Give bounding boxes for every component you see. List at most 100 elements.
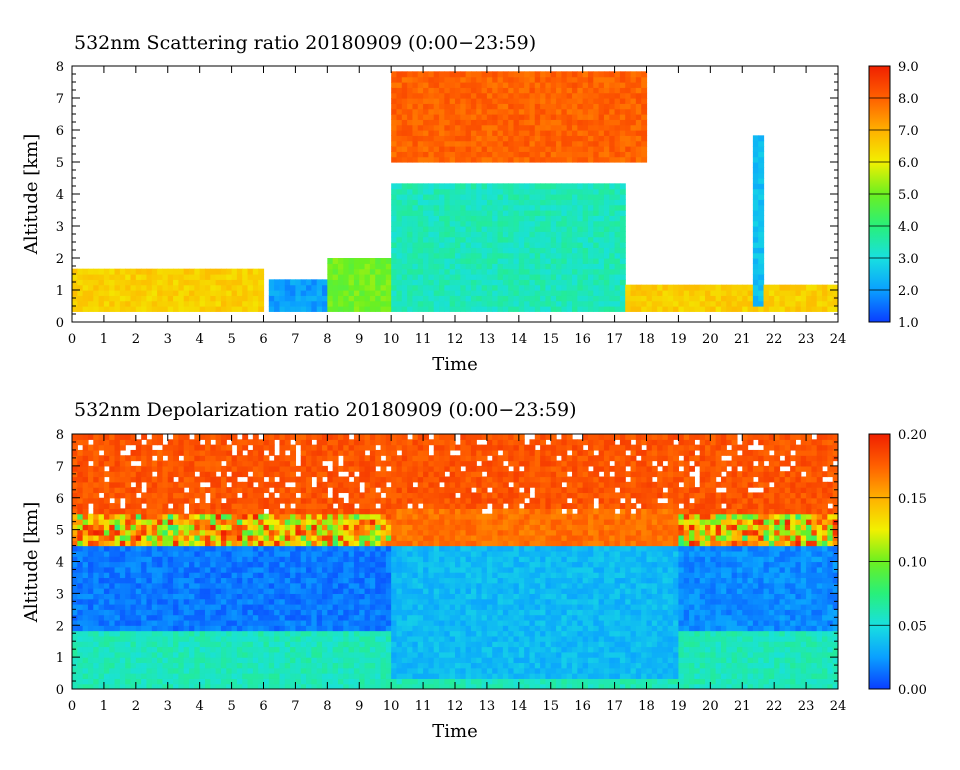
heatmap-cell <box>566 295 573 302</box>
heatmap-cell <box>407 295 414 302</box>
heatmap-cell <box>412 199 419 206</box>
heatmap-cell <box>125 572 132 579</box>
heatmap-cell <box>385 268 392 275</box>
heatmap-cell <box>486 119 493 126</box>
heatmap-cell <box>572 103 578 110</box>
heatmap-cell <box>204 561 211 568</box>
heatmap-cell <box>173 508 179 515</box>
heatmap-cell <box>226 497 233 504</box>
heatmap-cell <box>295 550 302 557</box>
heatmap-cell <box>407 220 414 227</box>
heatmap-cell <box>593 306 600 312</box>
heatmap-cell <box>98 657 105 664</box>
heatmap-cell <box>401 199 408 206</box>
heatmap-cell <box>141 300 148 307</box>
heatmap-cell <box>758 252 765 259</box>
heatmap-cell <box>774 300 781 307</box>
heatmap-cell <box>295 561 302 568</box>
heatmap-cell <box>470 242 477 248</box>
heatmap-cell <box>412 82 419 88</box>
heatmap-cell <box>486 108 493 115</box>
heatmap-cell <box>423 274 430 280</box>
heatmap-cell <box>460 87 467 94</box>
heatmap-cell <box>550 268 557 275</box>
heatmap-cell <box>263 439 270 446</box>
heatmap-cell <box>226 662 233 669</box>
heatmap-cell <box>109 476 116 483</box>
heatmap-cell <box>396 258 403 264</box>
heatmap-cell <box>157 662 164 669</box>
heatmap-cell <box>151 593 158 600</box>
heatmap-cell <box>476 242 483 248</box>
heatmap-cell <box>236 625 243 632</box>
heatmap-cell <box>295 540 302 547</box>
heatmap-cell <box>279 646 286 653</box>
heatmap-cell <box>502 306 509 312</box>
heatmap-cell <box>114 300 121 307</box>
heatmap-cell <box>103 657 110 664</box>
heatmap-cell <box>572 135 578 142</box>
heatmap-cell <box>646 284 653 291</box>
heatmap-cell <box>391 258 398 264</box>
heatmap-cell <box>540 156 547 163</box>
heatmap-cell <box>529 98 536 104</box>
heatmap-cell <box>204 673 211 679</box>
heatmap-cell <box>481 258 488 264</box>
heatmap-cell <box>364 290 371 296</box>
heatmap-cell <box>460 247 467 254</box>
heatmap-cell <box>460 258 467 264</box>
heatmap-cell <box>103 497 110 504</box>
heatmap-cell <box>284 513 291 520</box>
heatmap-cell <box>204 455 211 462</box>
heatmap-cell <box>210 635 217 642</box>
heatmap-cell <box>359 258 366 264</box>
heatmap-cell <box>226 550 233 557</box>
heatmap-cell <box>582 300 589 307</box>
heatmap-cell <box>263 667 270 674</box>
heatmap-cell <box>439 194 445 200</box>
heatmap-cell <box>545 199 552 206</box>
heatmap-cell <box>146 641 153 648</box>
heatmap-cell <box>566 156 573 163</box>
heatmap-cell <box>492 300 499 307</box>
heatmap-cell <box>151 503 158 509</box>
heatmap-cell <box>242 635 249 642</box>
heatmap-cell <box>119 646 126 653</box>
heatmap-cell <box>77 481 84 488</box>
heatmap-cell <box>476 290 483 296</box>
heatmap-cell <box>486 103 493 110</box>
heatmap-cell <box>189 540 195 547</box>
heatmap-cell <box>162 662 169 669</box>
heatmap-cell <box>268 556 275 563</box>
heatmap-cell <box>433 210 440 216</box>
heatmap-cell <box>529 295 536 302</box>
heatmap-cell <box>295 678 302 685</box>
heatmap-cell <box>486 284 493 291</box>
heatmap-cell <box>204 651 211 658</box>
heatmap-cell <box>130 508 137 515</box>
heatmap-cell <box>476 98 483 104</box>
heatmap-cell <box>125 630 132 637</box>
heatmap-cell <box>545 114 552 120</box>
heatmap-cell <box>582 103 589 110</box>
heatmap-cell <box>513 130 520 136</box>
heatmap-cell <box>593 194 600 200</box>
y-tick-label: 0 <box>56 316 64 331</box>
heatmap-cell <box>428 226 435 232</box>
heatmap-cell <box>423 151 430 158</box>
heatmap-cell <box>295 300 302 307</box>
heatmap-cell <box>173 673 179 679</box>
heatmap-cell <box>146 519 153 525</box>
heatmap-cell <box>204 444 211 451</box>
heatmap-cell <box>545 300 552 307</box>
heatmap-cell <box>364 284 371 291</box>
heatmap-cell <box>290 476 297 483</box>
heatmap-cell <box>173 449 179 456</box>
heatmap-cell <box>183 630 190 637</box>
heatmap-cell <box>465 151 472 158</box>
heatmap-cell <box>412 114 419 120</box>
heatmap-cell <box>343 295 350 302</box>
heatmap-cell <box>141 619 148 626</box>
heatmap-cell <box>428 279 435 286</box>
heatmap-cell <box>465 124 472 131</box>
